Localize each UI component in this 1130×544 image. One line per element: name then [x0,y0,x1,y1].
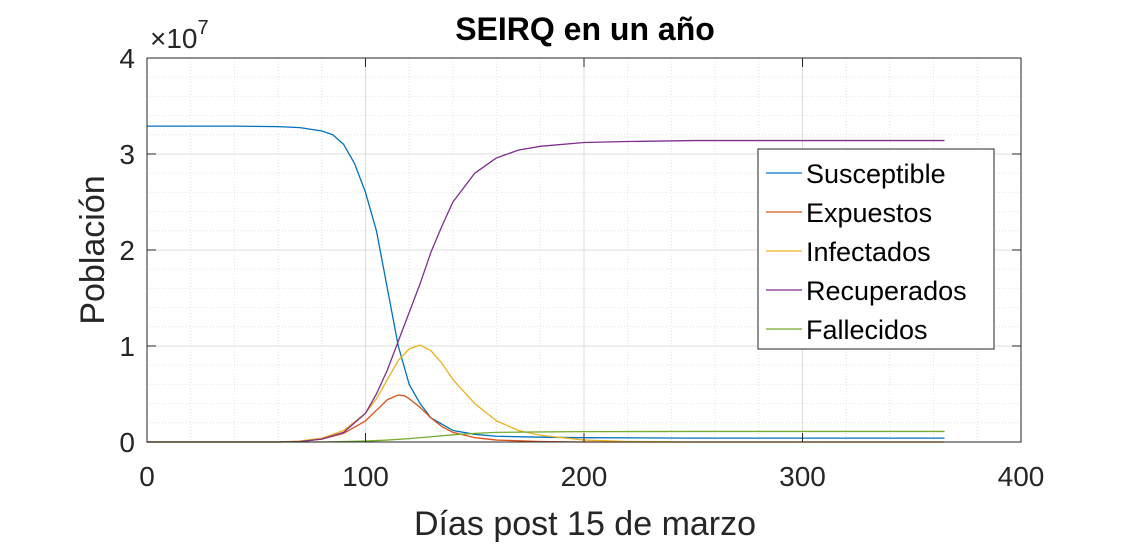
y-tick-label: 2 [119,235,135,266]
legend-box [757,148,995,350]
y-tick-label: 1 [119,331,135,362]
x-axis-label: Días post 15 de marzo [414,505,756,543]
x-tick-label: 200 [561,461,608,492]
legend-item-expuestos: Expuestos [766,198,932,228]
y-tick-label: 0 [119,427,135,458]
legend-label: Fallecidos [806,315,928,345]
x-tick-label: 400 [998,461,1045,492]
x-tick-label: 100 [342,461,389,492]
x-tick-label: 0 [139,461,155,492]
series-line-recuperados [147,139,945,443]
y-tick-label: 3 [119,139,135,170]
x-tick-label: 300 [779,461,826,492]
legend: Susceptible Expuestos Infectados Recuperado… [757,148,995,350]
chart-title: SEIRQ en un año [455,11,715,47]
legend-label: Infectados [806,237,931,267]
legend-label: Expuestos [806,198,932,228]
legend-label: Recuperados [806,276,967,306]
legend-label: Susceptible [806,159,946,189]
series-line-susceptible [147,125,945,439]
y-multiplier-base: ×10 [150,23,198,54]
tick-labels: 0 100 200 300 400 0 1 2 3 4 [119,43,1044,492]
y-multiplier-exponent: 7 [198,17,209,39]
y-tick-label: 4 [119,43,135,74]
legend-item-fallecidos: Fallecidos [766,315,928,345]
legend-item-susceptible: Susceptible [766,159,946,189]
legend-item-infectados: Infectados [766,237,931,267]
tick-marks [146,57,1022,443]
y-axis-label: Población [74,175,112,324]
legend-item-recuperados: Recuperados [766,276,967,306]
series-group [147,125,945,443]
series-line-infectados [147,344,945,443]
y-multiplier-label: ×107 [150,17,209,54]
